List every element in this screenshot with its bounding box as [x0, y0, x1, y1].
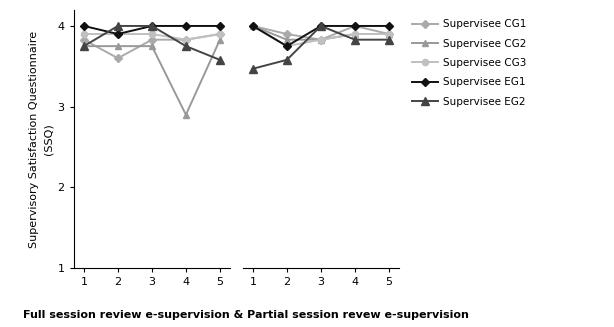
Legend: Supervisee CG1, Supervisee CG2, Supervisee CG3, Supervisee EG1, Supervisee EG2: Supervisee CG1, Supervisee CG2, Supervis… [407, 15, 530, 111]
Y-axis label: Supervisory Satisfaction Questionnaire
(SSQ): Supervisory Satisfaction Questionnaire (… [29, 30, 53, 248]
Text: Full session review e-supervision & Partial session revew e-supervision: Full session review e-supervision & Part… [23, 310, 468, 320]
